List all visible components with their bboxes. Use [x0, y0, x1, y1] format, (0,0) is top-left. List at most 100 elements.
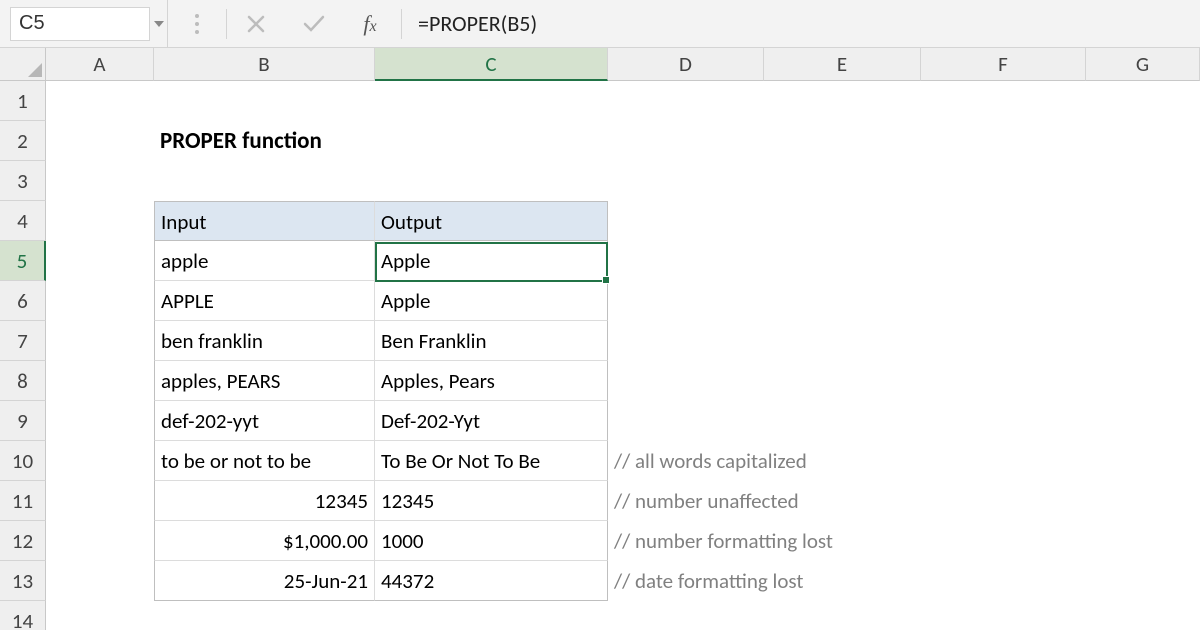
col-header-F[interactable]: F — [921, 48, 1086, 81]
table-row[interactable]: Apple — [375, 241, 608, 281]
cell-F14[interactable] — [921, 601, 1086, 630]
table-row[interactable]: def-202-yyt — [154, 401, 375, 441]
cell-E12[interactable] — [764, 521, 921, 561]
table-row[interactable]: 1000 — [375, 521, 608, 561]
table-row[interactable]: 12345 — [154, 481, 375, 521]
cell-G1[interactable] — [1086, 81, 1200, 121]
row-header-10[interactable]: 10 — [0, 441, 46, 481]
cell-A11[interactable] — [46, 481, 154, 521]
cell-F11[interactable] — [921, 481, 1086, 521]
insert-function-button[interactable]: fx — [343, 4, 401, 44]
cell-F7[interactable] — [921, 321, 1086, 361]
cell-F12[interactable] — [921, 521, 1086, 561]
cell-G3[interactable] — [1086, 161, 1200, 201]
page-title[interactable]: PROPER function — [154, 121, 375, 161]
cell-D5[interactable] — [608, 241, 764, 281]
cell-G6[interactable] — [1086, 281, 1200, 321]
cell-comment[interactable]: // number formatting lost — [608, 521, 764, 561]
cell-A1[interactable] — [46, 81, 154, 121]
row-header-5[interactable]: 5 — [0, 241, 46, 281]
table-row[interactable]: Apples, Pears — [375, 361, 608, 401]
cell-A13[interactable] — [46, 561, 154, 601]
cell-D4[interactable] — [608, 201, 764, 241]
row-header-4[interactable]: 4 — [0, 201, 46, 241]
cell-G13[interactable] — [1086, 561, 1200, 601]
cell-E13[interactable] — [764, 561, 921, 601]
cell-A12[interactable] — [46, 521, 154, 561]
row-header-9[interactable]: 9 — [0, 401, 46, 441]
cell-F2[interactable] — [921, 121, 1086, 161]
cell-A8[interactable] — [46, 361, 154, 401]
cell-B3[interactable] — [154, 161, 375, 201]
table-row[interactable]: To Be Or Not To Be — [375, 441, 608, 481]
col-header-G[interactable]: G — [1086, 48, 1200, 81]
cell-G10[interactable] — [1086, 441, 1200, 481]
table-row[interactable]: ben franklin — [154, 321, 375, 361]
cell-D2[interactable] — [608, 121, 764, 161]
row-header-3[interactable]: 3 — [0, 161, 46, 201]
cell-C3[interactable] — [375, 161, 608, 201]
cell-F6[interactable] — [921, 281, 1086, 321]
cell-comment[interactable]: // number unaffected — [608, 481, 764, 521]
cell-C1[interactable] — [375, 81, 608, 121]
confirm-icon[interactable] — [285, 4, 343, 44]
cell-D6[interactable] — [608, 281, 764, 321]
cell-G8[interactable] — [1086, 361, 1200, 401]
table-row[interactable]: apple — [154, 241, 375, 281]
cell-A9[interactable] — [46, 401, 154, 441]
table-row[interactable]: apples, PEARS — [154, 361, 375, 401]
row-header-6[interactable]: 6 — [0, 281, 46, 321]
row-header-11[interactable]: 11 — [0, 481, 46, 521]
cell-D14[interactable] — [608, 601, 764, 630]
col-header-A[interactable]: A — [46, 48, 154, 81]
formula-input[interactable]: =PROPER(B5) — [402, 0, 1200, 47]
table-row[interactable]: $1,000.00 — [154, 521, 375, 561]
cell-F1[interactable] — [921, 81, 1086, 121]
cell-A2[interactable] — [46, 121, 154, 161]
cell-D7[interactable] — [608, 321, 764, 361]
cell-A5[interactable] — [46, 241, 154, 281]
cell-E10[interactable] — [764, 441, 921, 481]
cell-G11[interactable] — [1086, 481, 1200, 521]
cell-A4[interactable] — [46, 201, 154, 241]
cell-D9[interactable] — [608, 401, 764, 441]
table-row[interactable]: APPLE — [154, 281, 375, 321]
cell-F9[interactable] — [921, 401, 1086, 441]
name-box-dropdown[interactable] — [150, 7, 167, 41]
cell-E7[interactable] — [764, 321, 921, 361]
col-header-B[interactable]: B — [154, 48, 375, 81]
cell-comment[interactable]: // date formatting lost — [608, 561, 764, 601]
cell-F13[interactable] — [921, 561, 1086, 601]
cell-E3[interactable] — [764, 161, 921, 201]
cell-E8[interactable] — [764, 361, 921, 401]
table-row[interactable]: 12345 — [375, 481, 608, 521]
cell-G2[interactable] — [1086, 121, 1200, 161]
cell-comment[interactable]: // all words capitalized — [608, 441, 764, 481]
cell-B1[interactable] — [154, 81, 375, 121]
row-header-12[interactable]: 12 — [0, 521, 46, 561]
cell-G5[interactable] — [1086, 241, 1200, 281]
cell-G7[interactable] — [1086, 321, 1200, 361]
cell-F5[interactable] — [921, 241, 1086, 281]
cell-E14[interactable] — [764, 601, 921, 630]
cell-E4[interactable] — [764, 201, 921, 241]
cell-D1[interactable] — [608, 81, 764, 121]
select-all-corner[interactable] — [0, 48, 46, 81]
cancel-icon[interactable] — [227, 4, 285, 44]
row-header-7[interactable]: 7 — [0, 321, 46, 361]
cell-G14[interactable] — [1086, 601, 1200, 630]
cell-E9[interactable] — [764, 401, 921, 441]
cell-F3[interactable] — [921, 161, 1086, 201]
table-row[interactable]: to be or not to be — [154, 441, 375, 481]
cell-G4[interactable] — [1086, 201, 1200, 241]
row-header-13[interactable]: 13 — [0, 561, 46, 601]
table-row[interactable]: Ben Franklin — [375, 321, 608, 361]
cell-G12[interactable] — [1086, 521, 1200, 561]
cell-C14[interactable] — [375, 601, 608, 630]
cell-G9[interactable] — [1086, 401, 1200, 441]
table-row[interactable]: Def-202-Yyt — [375, 401, 608, 441]
name-box[interactable] — [10, 7, 150, 41]
row-header-8[interactable]: 8 — [0, 361, 46, 401]
cell-A3[interactable] — [46, 161, 154, 201]
table-row[interactable]: 44372 — [375, 561, 608, 601]
